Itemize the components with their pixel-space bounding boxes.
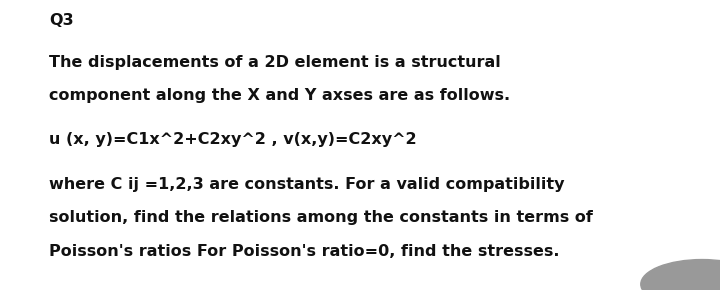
Text: Poisson's ratios For Poisson's ratio=0, find the stresses.: Poisson's ratios For Poisson's ratio=0, …: [49, 244, 559, 259]
Text: Q3: Q3: [49, 13, 73, 28]
Text: component along the X and Y axses are as follows.: component along the X and Y axses are as…: [49, 88, 510, 104]
Text: where C ij =1,2,3 are constants. For a valid compatibility: where C ij =1,2,3 are constants. For a v…: [49, 177, 564, 192]
Text: The displacements of a 2D element is a structural: The displacements of a 2D element is a s…: [49, 55, 500, 70]
Text: u (x, y)=C1x^2+C2xy^2 , v(x,y)=C2xy^2: u (x, y)=C1x^2+C2xy^2 , v(x,y)=C2xy^2: [49, 132, 417, 147]
Text: solution, find the relations among the constants in terms of: solution, find the relations among the c…: [49, 210, 593, 225]
